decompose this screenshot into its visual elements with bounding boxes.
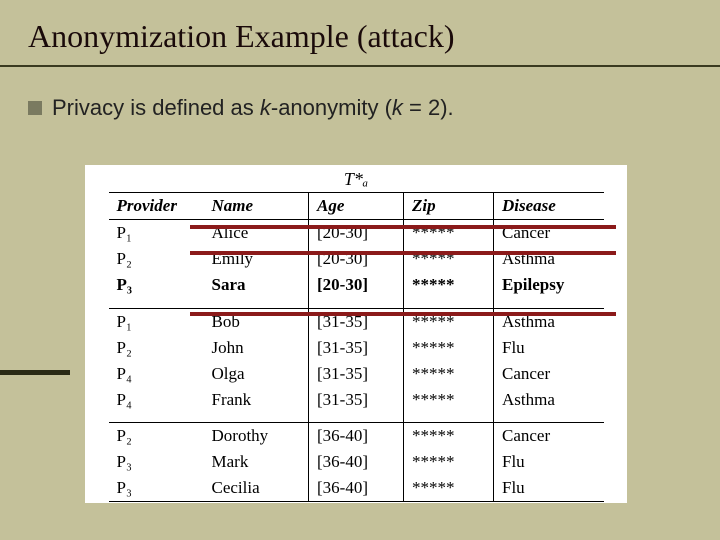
table-header-row: Provider Name Age Zip Disease — [109, 193, 604, 220]
cell-zip: ***** — [404, 475, 494, 502]
cell-name: Alice — [204, 220, 309, 247]
cell-age: [20-30] — [309, 220, 404, 247]
cell-name: Mark — [204, 449, 309, 475]
cell-provider: P₄ — [109, 361, 204, 387]
cell-age: [31-35] — [309, 387, 404, 413]
cell-zip: ***** — [404, 423, 494, 450]
cell-disease: Flu — [494, 475, 604, 502]
cell-age: [20-30] — [309, 246, 404, 272]
left-accent-bar — [0, 370, 70, 375]
cell-provider: P₃ — [109, 449, 204, 475]
cell-age: [20-30] — [309, 272, 404, 298]
slide-title: Anonymization Example (attack) — [0, 0, 720, 55]
cell-zip: ***** — [404, 361, 494, 387]
cell-provider: P₃ — [109, 475, 204, 502]
cell-age: [31-35] — [309, 335, 404, 361]
bullet-text: Privacy is defined as k-anonymity (k = 2… — [52, 95, 454, 121]
cell-zip: ***** — [404, 449, 494, 475]
cell-provider: P₁ — [109, 220, 204, 247]
cell-name: John — [204, 335, 309, 361]
cell-provider: P₃ — [109, 272, 204, 298]
cell-age: [36-40] — [309, 423, 404, 450]
col-header-zip: Zip — [404, 193, 494, 220]
cell-provider: P₄ — [109, 387, 204, 413]
cell-disease: Epilepsy — [494, 272, 604, 298]
cell-provider: P₂ — [109, 423, 204, 450]
bullet-row: Privacy is defined as k-anonymity (k = 2… — [0, 67, 720, 121]
table-row: P₂John[31-35]*****Flu — [109, 335, 604, 361]
table-row: P₄Frank[31-35]*****Asthma — [109, 387, 604, 413]
strikethrough-bar — [190, 312, 616, 316]
group-spacer — [109, 413, 604, 423]
table-row: P₂Dorothy[36-40]*****Cancer — [109, 423, 604, 450]
table-row: P₁Alice[20-30]*****Cancer — [109, 220, 604, 247]
cell-disease: Cancer — [494, 423, 604, 450]
table-row: P₃Mark[36-40]*****Flu — [109, 449, 604, 475]
cell-disease: Flu — [494, 449, 604, 475]
cell-provider: P₂ — [109, 335, 204, 361]
table-row: P₄Olga[31-35]*****Cancer — [109, 361, 604, 387]
table-row: P₃Cecilia[36-40]*****Flu — [109, 475, 604, 502]
anonymization-table: Provider Name Age Zip Disease P₁Alice[20… — [109, 192, 604, 502]
cell-name: Dorothy — [204, 423, 309, 450]
cell-provider: P₂ — [109, 246, 204, 272]
group-spacer — [109, 298, 604, 308]
cell-age: [36-40] — [309, 449, 404, 475]
table-container: T*ₐ Provider Name Age Zip Disease P₁Alic… — [85, 165, 627, 503]
col-header-provider: Provider — [109, 193, 204, 220]
table-caption: T*ₐ — [85, 169, 627, 190]
col-header-age: Age — [309, 193, 404, 220]
cell-name: Olga — [204, 361, 309, 387]
cell-zip: ***** — [404, 387, 494, 413]
cell-zip: ***** — [404, 335, 494, 361]
cell-disease: Asthma — [494, 246, 604, 272]
strikethrough-bar — [190, 251, 616, 255]
strikethrough-bar — [190, 225, 616, 229]
col-header-name: Name — [204, 193, 309, 220]
col-header-disease: Disease — [494, 193, 604, 220]
cell-disease: Asthma — [494, 387, 604, 413]
cell-disease: Cancer — [494, 220, 604, 247]
cell-name: Cecilia — [204, 475, 309, 502]
cell-zip: ***** — [404, 272, 494, 298]
cell-disease: Flu — [494, 335, 604, 361]
table-row: P₃Sara[20-30]*****Epilepsy — [109, 272, 604, 298]
cell-name: Sara — [204, 272, 309, 298]
cell-disease: Cancer — [494, 361, 604, 387]
cell-zip: ***** — [404, 220, 494, 247]
table-row: P₂Emily[20-30]*****Asthma — [109, 246, 604, 272]
cell-age: [31-35] — [309, 361, 404, 387]
cell-name: Emily — [204, 246, 309, 272]
cell-name: Frank — [204, 387, 309, 413]
cell-zip: ***** — [404, 246, 494, 272]
cell-age: [36-40] — [309, 475, 404, 502]
bullet-square-icon — [28, 101, 42, 115]
